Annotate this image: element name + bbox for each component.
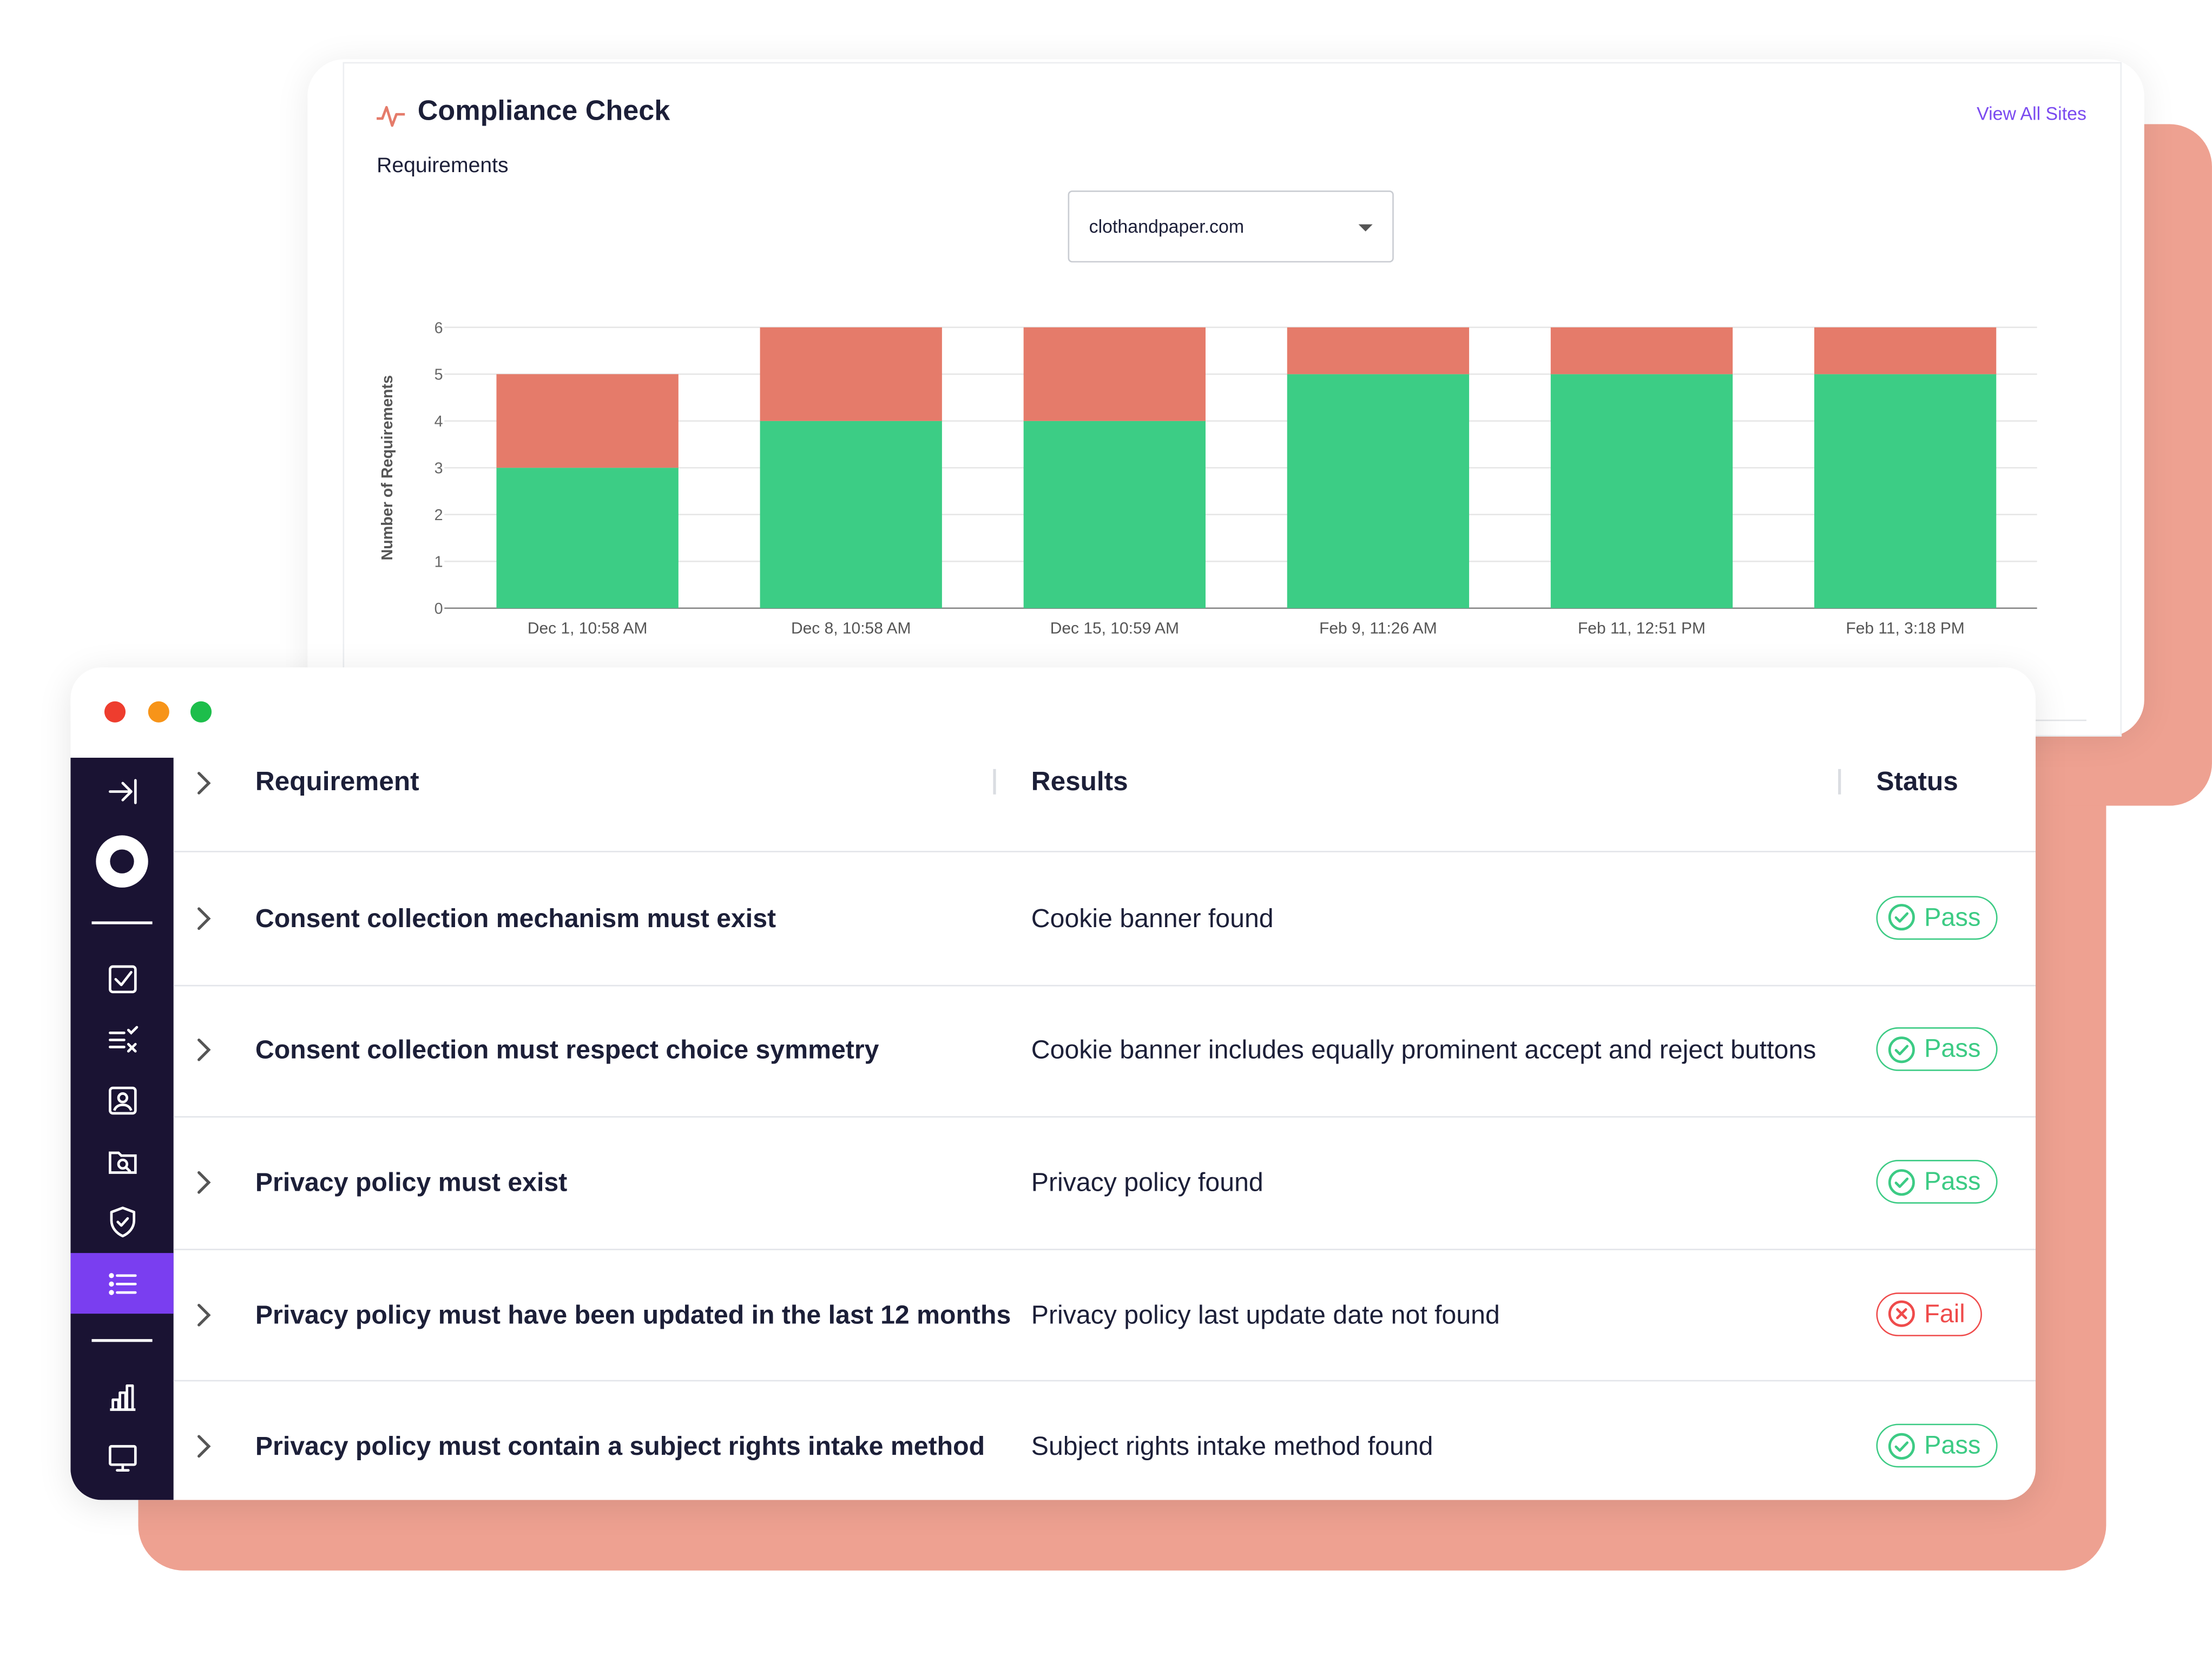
- y-tick-label: 1: [435, 554, 443, 571]
- card-title: Compliance Check: [417, 96, 670, 127]
- result-cell: Cookie banner found: [1031, 903, 1274, 933]
- chevron-right-icon[interactable]: [192, 1169, 215, 1197]
- requirement-cell: Privacy policy must contain a subject ri…: [255, 1431, 985, 1461]
- column-header-requirement[interactable]: Requirement: [255, 767, 419, 798]
- monitor-icon[interactable]: [70, 1429, 173, 1486]
- checkbox-icon[interactable]: [70, 951, 173, 1007]
- status-label: Fail: [1924, 1299, 1965, 1328]
- status-label: Pass: [1924, 1035, 1981, 1064]
- status-label: Pass: [1924, 903, 1981, 931]
- bar-pass: [1023, 421, 1206, 608]
- bar-fail: [760, 327, 942, 421]
- x-tick-label: Feb 9, 11:26 AM: [1319, 620, 1437, 638]
- status-badge: Pass: [1876, 1424, 1998, 1468]
- y-tick-label: 2: [435, 507, 443, 524]
- y-tick-label: 3: [435, 460, 443, 477]
- site-select[interactable]: clothandpaper.com: [1068, 190, 1394, 262]
- app-window: Requirement Results Status Consent colle…: [70, 667, 2036, 1500]
- bar-fail: [496, 374, 679, 468]
- status-badge: Pass: [1876, 1027, 1998, 1072]
- requirement-cell: Privacy policy must have been updated in…: [255, 1299, 1011, 1329]
- column-separator[interactable]: [993, 769, 996, 795]
- result-cell: Subject rights intake method found: [1031, 1431, 1433, 1461]
- window-close-button[interactable]: [104, 701, 126, 723]
- column-header-status[interactable]: Status: [1876, 767, 1958, 798]
- collapse-icon[interactable]: [70, 763, 173, 819]
- x-circle-icon: [1887, 1300, 1924, 1328]
- x-tick-label: Feb 11, 3:18 PM: [1846, 620, 1964, 638]
- bar-fail: [1814, 327, 1997, 375]
- bar-fail: [1287, 327, 1470, 375]
- status-label: Pass: [1924, 1167, 1981, 1196]
- row-divider: [173, 984, 2036, 986]
- result-cell: Privacy policy last update date not foun…: [1031, 1299, 1500, 1329]
- bar-chart-icon[interactable]: [70, 1369, 173, 1425]
- window-minimize-button[interactable]: [148, 701, 169, 723]
- chevron-right-icon[interactable]: [192, 904, 215, 933]
- requirement-cell: Consent collection mechanism must exist: [255, 903, 776, 933]
- bar-pass: [760, 421, 942, 608]
- x-tick-label: Dec 8, 10:58 AM: [791, 620, 911, 638]
- result-cell: Privacy policy found: [1031, 1167, 1263, 1197]
- shield-icon[interactable]: [70, 1194, 173, 1250]
- bar-pass: [1287, 374, 1470, 608]
- sidebar-divider: [91, 921, 153, 924]
- y-tick-label: 0: [435, 600, 443, 618]
- view-all-sites-link[interactable]: View All Sites: [1977, 103, 2086, 124]
- contact-icon[interactable]: [70, 1072, 173, 1128]
- x-tick-label: Dec 15, 10:59 AM: [1050, 620, 1179, 638]
- status-badge: Fail: [1876, 1292, 1983, 1336]
- y-tick-label: 6: [435, 319, 443, 337]
- status-badge: Pass: [1876, 1160, 1998, 1204]
- section-subtitle: Requirements: [377, 154, 509, 178]
- chevron-right-icon[interactable]: [192, 769, 215, 797]
- status-badge: Pass: [1876, 895, 1998, 940]
- logo[interactable]: [96, 835, 148, 888]
- window-maximize-button[interactable]: [190, 701, 212, 723]
- folder-search-icon[interactable]: [70, 1133, 173, 1190]
- status-label: Pass: [1924, 1431, 1981, 1460]
- site-select-value: clothandpaper.com: [1089, 215, 1245, 237]
- checklist-icon[interactable]: [70, 1012, 173, 1068]
- chevron-right-icon[interactable]: [192, 1036, 215, 1065]
- y-tick-label: 5: [435, 366, 443, 384]
- bar-fail: [1550, 327, 1733, 375]
- y-tick-label: 4: [435, 413, 443, 430]
- check-circle-icon: [1887, 1035, 1924, 1064]
- check-circle-icon: [1887, 1432, 1924, 1460]
- list-icon[interactable]: [70, 1253, 174, 1314]
- row-divider: [173, 1380, 2036, 1382]
- sidebar: [70, 758, 174, 1500]
- sidebar-divider: [91, 1339, 153, 1342]
- chevron-right-icon[interactable]: [192, 1301, 215, 1329]
- bar-pass: [1550, 374, 1733, 608]
- x-tick-label: Dec 1, 10:58 AM: [528, 620, 648, 638]
- row-divider: [173, 1116, 2036, 1118]
- bar-fail: [1023, 327, 1206, 421]
- chevron-down-icon: [1358, 224, 1373, 232]
- result-cell: Cookie banner includes equally prominent…: [1031, 1035, 1816, 1065]
- x-tick-label: Feb 11, 12:51 PM: [1578, 620, 1706, 638]
- check-circle-icon: [1887, 1167, 1924, 1196]
- column-separator[interactable]: [1838, 769, 1841, 795]
- requirement-cell: Consent collection must respect choice s…: [255, 1035, 879, 1065]
- row-divider: [173, 851, 2036, 852]
- chevron-right-icon[interactable]: [192, 1433, 215, 1461]
- bar-pass: [1814, 374, 1997, 608]
- row-divider: [173, 1248, 2036, 1250]
- check-circle-icon: [1887, 903, 1924, 931]
- column-header-results[interactable]: Results: [1031, 767, 1128, 798]
- y-axis-label: Number of Requirements: [379, 375, 396, 560]
- pulse-icon: [377, 106, 405, 127]
- stacked-bar-chart: 0 1 2 3 4 5 6 Number of Requirements Dec 1, 10:5…: [379, 319, 2037, 692]
- bar-pass: [496, 468, 679, 608]
- requirement-cell: Privacy policy must exist: [255, 1167, 568, 1197]
